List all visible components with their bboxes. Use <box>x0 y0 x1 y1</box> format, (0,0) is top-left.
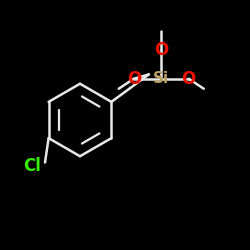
Text: O: O <box>182 70 196 88</box>
Text: O: O <box>154 41 168 59</box>
Text: O: O <box>127 70 141 88</box>
Text: Si: Si <box>153 71 169 86</box>
Text: Cl: Cl <box>24 157 42 175</box>
